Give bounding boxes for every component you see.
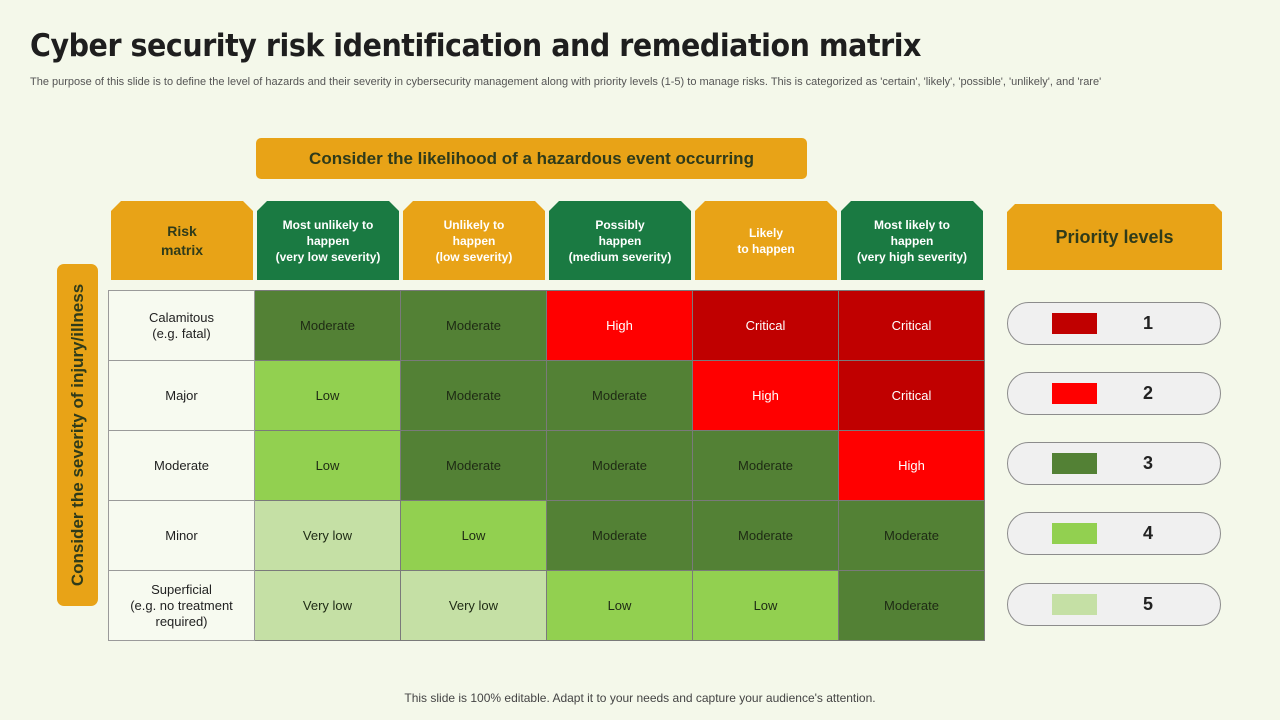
page-title: Cyber security risk identification and r…	[30, 28, 921, 64]
matrix-cell: Low	[546, 570, 693, 641]
page-subtitle: The purpose of this slide is to define t…	[30, 76, 1102, 88]
likelihood-banner-label: Consider the likelihood of a hazardous e…	[309, 148, 754, 168]
priority-swatch	[1052, 453, 1097, 474]
matrix-cell: Low	[254, 360, 401, 431]
column-header-most-likely: Most likely to happen (very high severit…	[841, 201, 983, 280]
matrix-cell: Low	[254, 430, 401, 501]
row-label-moderate: Moderate	[108, 430, 255, 501]
priority-number: 1	[1142, 313, 1153, 333]
row-label-superficial: Superficial (e.g. no treatment required)	[108, 570, 255, 641]
priority-level-4: 4	[1007, 512, 1221, 555]
matrix-row-calamitous: Calamitous (e.g. fatal) Moderate Moderat…	[108, 290, 985, 361]
matrix-cell: High	[838, 430, 985, 501]
priority-number: 5	[1142, 594, 1153, 614]
priority-level-2: 2	[1007, 372, 1221, 415]
priority-swatch	[1052, 523, 1097, 544]
priority-level-1: 1	[1007, 302, 1221, 345]
priority-number: 3	[1142, 453, 1153, 473]
matrix-cell: Critical	[692, 290, 839, 361]
column-header-likely: Likely to happen	[695, 201, 837, 280]
priority-level-5: 5	[1007, 583, 1221, 626]
matrix-cell: Low	[692, 570, 839, 641]
risk-matrix-table: Calamitous (e.g. fatal) Moderate Moderat…	[108, 290, 985, 641]
matrix-cell: Moderate	[254, 290, 401, 361]
severity-axis-label: Consider the severity of injury/illness	[67, 283, 87, 587]
matrix-row-minor: Minor Very low Low Moderate Moderate Mod…	[108, 500, 985, 571]
severity-axis-bar: Consider the severity of injury/illness	[57, 264, 98, 606]
matrix-cell: Critical	[838, 290, 985, 361]
matrix-cell: Moderate	[838, 570, 985, 641]
footer-note: This slide is 100% editable. Adapt it to…	[404, 691, 876, 705]
priority-number: 4	[1142, 523, 1153, 543]
likelihood-banner: Consider the likelihood of a hazardous e…	[256, 138, 807, 179]
matrix-row-superficial: Superficial (e.g. no treatment required)…	[108, 570, 985, 641]
priority-levels-title: Priority levels	[1055, 226, 1174, 247]
matrix-cell: Very low	[400, 570, 547, 641]
column-header-possibly: Possibly happen (medium severity)	[549, 201, 691, 280]
row-label-major: Major	[108, 360, 255, 431]
row-label-minor: Minor	[108, 500, 255, 571]
matrix-row-major: Major Low Moderate Moderate High Critica…	[108, 360, 985, 431]
matrix-cell: High	[546, 290, 693, 361]
matrix-cell: Moderate	[400, 290, 547, 361]
matrix-cell: Moderate	[692, 430, 839, 501]
risk-matrix-corner-header: Risk matrix	[111, 201, 253, 280]
matrix-cell: Moderate	[546, 430, 693, 501]
column-header-most-unlikely: Most unlikely to happen (very low severi…	[257, 201, 399, 280]
row-label-calamitous: Calamitous (e.g. fatal)	[108, 290, 255, 361]
column-header-unlikely: Unlikely to happen (low severity)	[403, 201, 545, 280]
priority-level-3: 3	[1007, 442, 1221, 485]
matrix-cell: Moderate	[546, 360, 693, 431]
priority-levels-header: Priority levels	[1007, 204, 1222, 270]
matrix-cell: Moderate	[400, 360, 547, 431]
priority-swatch	[1052, 313, 1097, 334]
matrix-cell: Moderate	[692, 500, 839, 571]
priority-swatch	[1052, 594, 1097, 615]
matrix-cell: Very low	[254, 500, 401, 571]
matrix-row-moderate: Moderate Low Moderate Moderate Moderate …	[108, 430, 985, 501]
matrix-cell: Moderate	[400, 430, 547, 501]
priority-number: 2	[1142, 383, 1153, 403]
matrix-cell: Moderate	[838, 500, 985, 571]
matrix-cell: Low	[400, 500, 547, 571]
matrix-cell: Very low	[254, 570, 401, 641]
matrix-cell: Moderate	[546, 500, 693, 571]
priority-swatch	[1052, 383, 1097, 404]
matrix-cell: Critical	[838, 360, 985, 431]
matrix-cell: High	[692, 360, 839, 431]
